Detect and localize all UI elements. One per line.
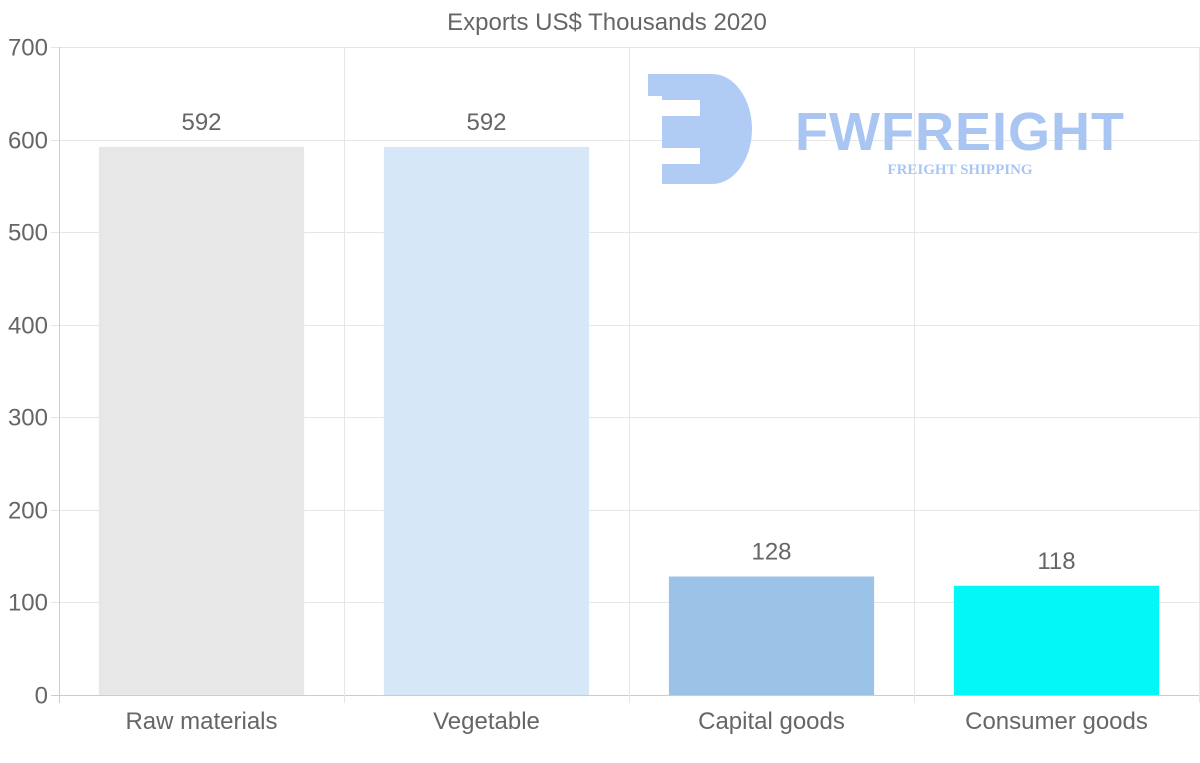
bar-value-label: 592 (466, 109, 506, 136)
y-tick-label: 300 (8, 405, 48, 432)
x-tick-label: Consumer goods (965, 708, 1148, 735)
bar[interactable] (668, 576, 875, 695)
y-tick-label: 100 (8, 590, 48, 617)
x-tick-label: Capital goods (698, 708, 845, 735)
labels-layer: 0 100 200 300 400 500 600 700 592 Raw materials 59… (8, 35, 1148, 736)
bars-layer (98, 146, 1160, 695)
y-tick-label: 700 (8, 35, 48, 62)
chart-title: Exports US$ Thousands 2020 (447, 9, 767, 36)
bar-value-label: 118 (1037, 548, 1075, 575)
watermark-tagline: FREIGHT SHIPPING (887, 162, 1032, 178)
watermark-brand-name: FWFREIGHT (795, 102, 1125, 162)
y-tick-label: 200 (8, 498, 48, 525)
y-tick-label: 400 (8, 313, 48, 340)
bar[interactable] (98, 146, 305, 695)
y-tick-label: 600 (8, 128, 48, 155)
bar-value-label: 128 (751, 539, 791, 566)
watermark: FWFREIGHT FREIGHT SHIPPING (648, 74, 1125, 184)
x-tick-label: Vegetable (433, 708, 540, 735)
bar[interactable] (953, 585, 1160, 695)
fwfreight-logo-icon (648, 74, 752, 184)
y-tick-label: 500 (8, 220, 48, 247)
y-tick-label: 0 (35, 683, 48, 710)
x-tick-label: Raw materials (125, 708, 277, 735)
bar-value-label: 592 (181, 109, 221, 136)
bar[interactable] (383, 146, 590, 695)
